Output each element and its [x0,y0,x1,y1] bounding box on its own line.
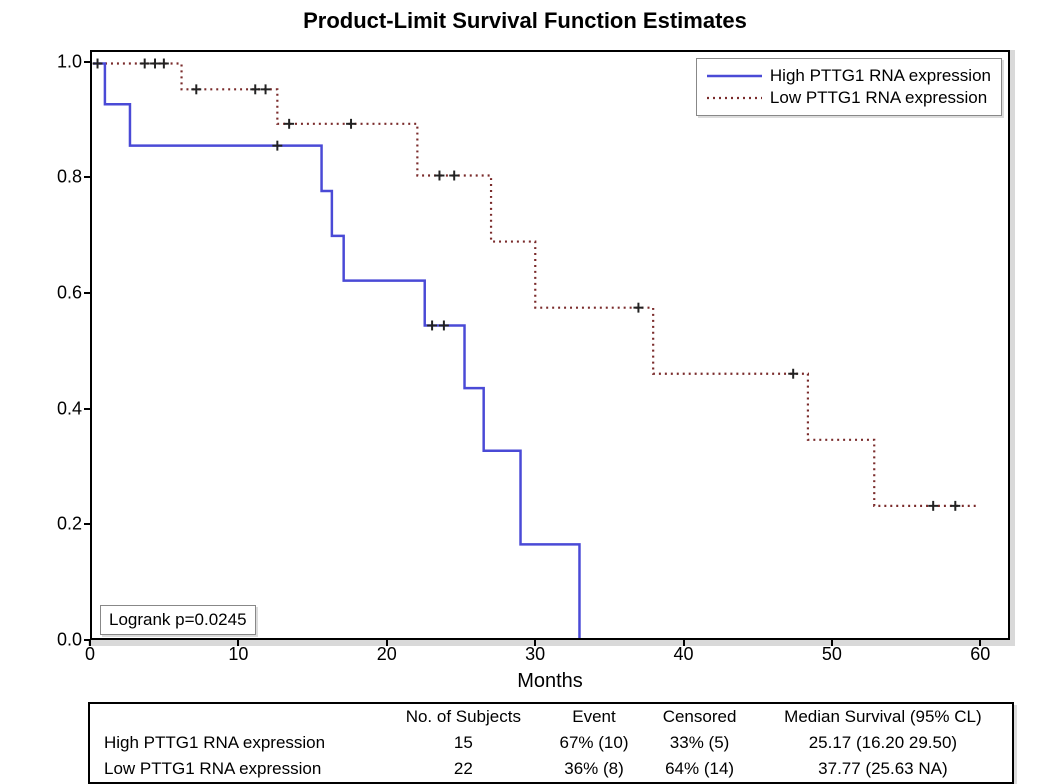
series-high [93,63,579,638]
plot-shadow-bottom [88,640,1012,646]
censor-mark [140,59,150,69]
x-tick-label: 40 [674,644,694,665]
legend: High PTTG1 RNA expression Low PTTG1 RNA … [696,58,1002,116]
censor-mark [284,119,294,129]
x-tick-label: 60 [970,644,990,665]
table-cell: High PTTG1 RNA expression [89,730,384,756]
y-tick-label: 0.2 [32,514,82,535]
chart-title: Product-Limit Survival Function Estimate… [0,8,1050,34]
x-tick-label: 20 [377,644,397,665]
censor-mark [950,501,960,511]
x-axis-label: Months [90,670,1010,693]
table-row: High PTTG1 RNA expression1567% (10)33% (… [89,730,1013,756]
legend-label-low: Low PTTG1 RNA expression [770,87,987,109]
censor-mark [449,171,459,181]
censor-mark [928,501,938,511]
table-cell: Low PTTG1 RNA expression [89,756,384,783]
table-header: Censored [645,703,753,730]
table-cell: 67% (10) [543,730,646,756]
censor-mark [261,84,271,94]
censor-mark [272,141,282,151]
x-tick-label: 30 [525,644,545,665]
x-tick-label: 50 [822,644,842,665]
table-header: Median Survival (95% CL) [754,703,1013,730]
x-tick-label: 0 [85,644,95,665]
table-header [89,703,384,730]
table-cell: 37.77 (25.63 NA) [754,756,1013,783]
table-cell: 64% (14) [645,756,753,783]
table-row: Low PTTG1 RNA expression2236% (8)64% (14… [89,756,1013,783]
legend-swatch-low [707,91,762,105]
table-header: Event [543,703,646,730]
stats-table: No. of SubjectsEventCensoredMedian Survi… [88,702,1014,784]
table-cell: 15 [384,730,543,756]
table-cell: 33% (5) [645,730,753,756]
censor-mark [427,321,437,331]
table-cell: 22 [384,756,543,783]
censor-mark [439,321,449,331]
table-cell: 25.17 (16.20 29.50) [754,730,1013,756]
y-tick-label: 0.4 [32,398,82,419]
y-tick-label: 0.6 [32,282,82,303]
table-cell: 36% (8) [543,756,646,783]
legend-item-low: Low PTTG1 RNA expression [707,87,991,109]
plot-area [90,50,1010,640]
x-tick-label: 10 [228,644,248,665]
legend-swatch-high [707,69,762,83]
censor-mark [159,59,169,69]
censor-mark [93,59,103,69]
censor-mark [150,59,160,69]
logrank-box: Logrank p=0.0245 [100,605,256,635]
censor-mark [434,171,444,181]
logrank-text: Logrank p=0.0245 [109,610,247,629]
censor-mark [191,84,201,94]
table-header: No. of Subjects [384,703,543,730]
censor-mark [633,303,643,313]
survival-chart: Product-Limit Survival Function Estimate… [0,0,1050,784]
y-tick-label: 0.8 [32,167,82,188]
legend-item-high: High PTTG1 RNA expression [707,65,991,87]
y-tick-label: 0.0 [32,630,82,651]
series-low [93,63,977,505]
y-tick-label: 1.0 [32,51,82,72]
censor-mark [788,369,798,379]
censor-mark [346,119,356,129]
legend-label-high: High PTTG1 RNA expression [770,65,991,87]
survival-curves-svg [92,52,1008,638]
censor-mark [250,84,260,94]
